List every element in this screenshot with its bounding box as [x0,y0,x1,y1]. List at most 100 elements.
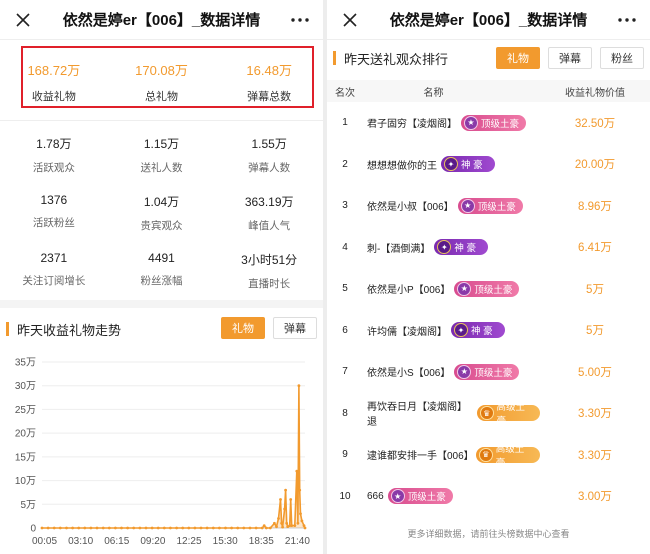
data-point [273,521,276,525]
data-point [83,526,87,530]
data-point [242,526,246,530]
rank-number: 7 [342,366,348,378]
summary-item: 16.48万 弹幕总数 [215,40,323,120]
viewer-name-cell: 依然是小叔【006】 ★ 顶级土豪 [363,197,540,214]
gift-value: 5.00万 [578,366,612,379]
data-point [132,526,136,530]
stats-grid: 1.78万 活跃观众 1.15万 送礼人数 1.55万 弹幕人数 1376 活跃粉丝 1… [0,120,323,300]
tab-gift[interactable]: 礼物 [496,47,540,69]
y-tick-label: 10万 [15,476,36,487]
y-tick-label: 5万 [20,500,36,511]
data-point [262,524,266,527]
data-point [144,526,148,530]
viewer-name: 君子固穷【凌烟阁】 [367,119,457,131]
stat-item: 363.19万 峰值人气 [215,185,323,243]
table-row[interactable]: 5 依然是小P【006】 ★ 顶级土豪 5万 [327,268,650,310]
viewer-name: 666 [367,490,384,502]
highlight-box [21,46,314,108]
data-point [52,526,56,530]
viewer-name: 依然是小P【006】 [367,285,451,297]
data-point [162,526,166,530]
data-point [254,526,258,530]
data-point [260,526,264,530]
data-point [298,488,302,492]
data-point [89,526,93,530]
table-row[interactable]: 6 许均儒【凌烟阁】 ✦ 神 豪 5万 [327,310,650,352]
stat-label: 活跃粉丝 [32,217,75,229]
data-point [187,526,191,530]
data-point [295,469,299,473]
viewer-name-cell: 许均儒【凌烟阁】 ✦ 神 豪 [363,322,540,339]
data-point [58,526,62,530]
rank-badge: ✦ 神 豪 [434,239,488,256]
more-icon[interactable] [289,9,311,31]
table-row[interactable]: 3 依然是小叔【006】 ★ 顶级土豪 8.96万 [327,185,650,227]
more-icon[interactable] [616,9,638,31]
summary-label: 弹幕总数 [247,91,292,103]
data-point [297,384,301,388]
viewer-name: 依然是小叔【006】 [367,202,454,214]
stat-item: 3小时51分 直播时长 [215,243,323,301]
summary-value: 168.72万 [27,63,81,78]
data-point [181,526,185,530]
rank-badge: ★ 顶级土豪 [461,114,527,131]
rank-badge: ♛ 高级土豪 [476,402,540,427]
table-row[interactable]: 1 君子固穷【凌烟阁】 ★ 顶级土豪 32.50万 [327,102,650,144]
gift-value: 5万 [586,283,604,296]
data-point [175,526,179,530]
data-point [230,526,234,530]
data-point [285,521,289,525]
data-point [236,526,240,530]
table-row[interactable]: 2 想想想做你的王 ✦ 神 豪 20.00万 [327,144,650,186]
tab-danmu[interactable]: 弹幕 [273,317,317,339]
close-icon[interactable] [12,9,34,31]
table-row[interactable]: 8 再饮吞日月【凌烟阁】退 ♛ 高级土豪 3.30万 [327,393,650,435]
rank-number: 8 [342,407,348,419]
badge-emblem-icon: ★ [464,115,478,130]
top-bar: 依然是婷er【006】_数据详情 [0,0,323,40]
stats-row: 1.78万 活跃观众 1.15万 送礼人数 1.55万 弹幕人数 [0,127,323,185]
table-row[interactable]: 4 刺-【酒倒满】 ✦ 神 豪 6.41万 [327,227,650,269]
stat-value: 1.04万 [143,195,180,209]
table-row[interactable]: 7 依然是小S【006】 ★ 顶级土豪 5.00万 [327,351,650,393]
table-row[interactable]: 10 666 ★ 顶级土豪 3.00万 [327,476,650,518]
stat-item: 1.78万 活跃观众 [0,127,108,185]
badge-label: 顶级土豪 [407,492,446,504]
stat-value: 4491 [148,251,175,265]
data-point [299,512,302,516]
viewer-name-cell: 君子固穷【凌烟阁】 ★ 顶级土豪 [363,114,540,131]
tab-fans[interactable]: 粉丝 [600,47,644,69]
data-point [156,526,160,530]
rank-badge: ★ 顶级土豪 [457,197,523,214]
table-row[interactable]: 9 逮谁都安排一手【006】 ♛ 高级土豪 3.30万 [327,434,650,476]
stats-row: 1376 活跃粉丝 1.04万 贵宾观众 363.19万 峰值人气 [0,185,323,243]
section-marker [333,51,336,65]
data-point [138,526,142,530]
badge-label: 神 豪 [471,326,493,338]
viewer-name-cell: 666 ★ 顶级土豪 [363,488,540,505]
viewer-name: 刺-【酒倒满】 [367,243,431,255]
stat-item: 1.55万 弹幕人数 [215,127,323,185]
stat-label: 送礼人数 [140,162,183,174]
tab-danmu[interactable]: 弹幕 [548,47,592,69]
viewer-name: 依然是小S【006】 [367,368,451,380]
close-icon[interactable] [339,9,361,31]
left-screen: 依然是婷er【006】_数据详情 168.72万 收益礼物 170.08万 总礼… [0,0,323,554]
data-point [120,526,123,530]
stats-row: 2371 关注订阅增长 4491 粉丝涨幅 3小时51分 直播时长 [0,243,323,301]
y-tick-label: 25万 [15,405,36,416]
data-point [280,521,283,525]
top-bar: 依然是婷er【006】_数据详情 [327,0,650,40]
viewer-name-cell: 再饮吞日月【凌烟阁】退 ♛ 高级土豪 [363,398,540,428]
ranking-header: 昨天送礼观众排行 礼物 弹幕 粉丝 [327,40,650,76]
data-point [300,519,304,523]
summary-label: 总礼物 [145,91,178,103]
viewer-name: 再饮吞日月【凌烟阁】退 [367,402,467,429]
data-point [264,526,268,530]
data-point [71,526,74,530]
data-point [288,524,292,527]
data-point [95,526,99,530]
viewer-name: 逮谁都安排一手【006】 [367,451,474,463]
tab-gift[interactable]: 礼物 [221,317,265,339]
viewer-name-cell: 刺-【酒倒满】 ✦ 神 豪 [363,239,540,256]
